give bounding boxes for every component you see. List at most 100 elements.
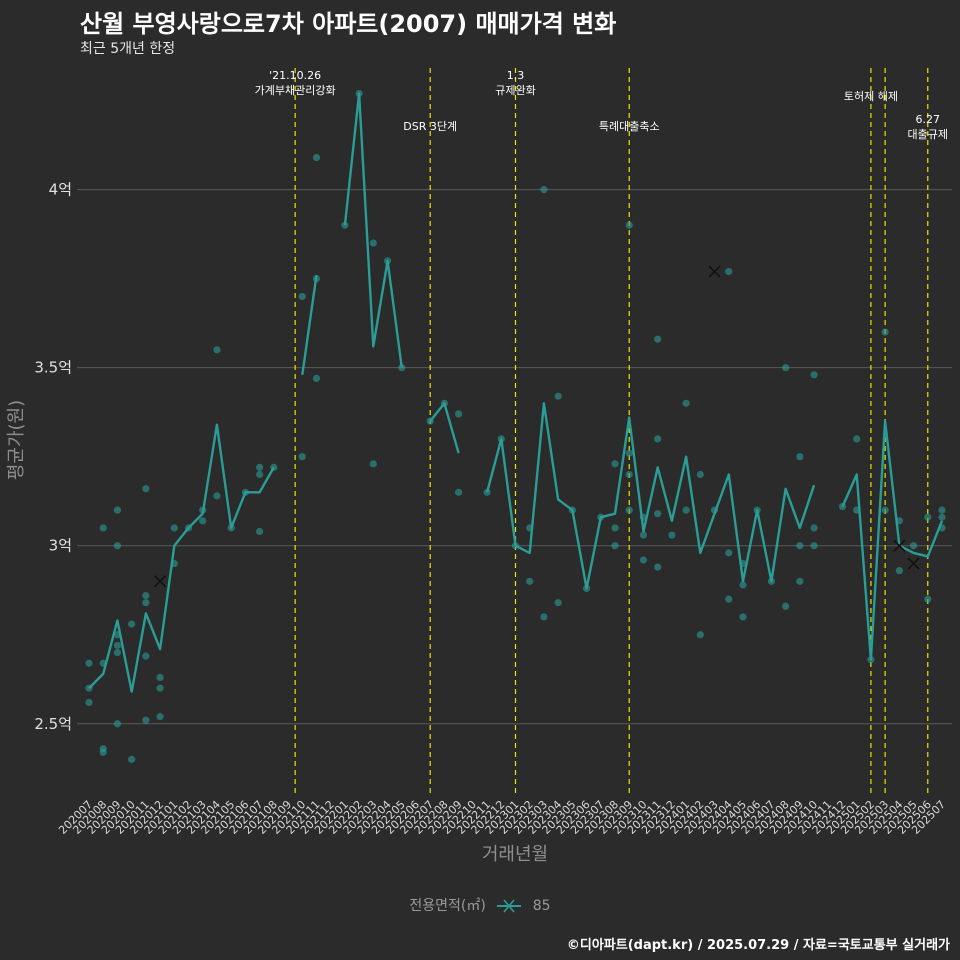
series-line <box>88 92 944 693</box>
data-point <box>639 531 648 539</box>
data-point <box>128 755 136 763</box>
data-point <box>625 470 633 479</box>
data-point <box>810 524 818 532</box>
x-axis-title: 거래년월 <box>482 844 548 865</box>
data-point <box>85 659 93 667</box>
legend-title: 전용면적(㎡) <box>409 898 486 914</box>
data-point <box>99 748 107 756</box>
data-point <box>213 492 221 500</box>
data-point <box>853 435 861 443</box>
data-point <box>881 328 889 336</box>
data-point <box>213 346 221 354</box>
data-point <box>924 513 932 521</box>
grid-lines <box>77 189 952 725</box>
data-point <box>668 531 676 539</box>
y-axis-title: 평균가(원) <box>6 400 27 480</box>
cross-markers <box>154 265 920 588</box>
data-point <box>113 506 122 514</box>
data-point <box>369 460 377 468</box>
series-line-segment <box>841 419 944 661</box>
data-point <box>810 371 818 379</box>
data-point <box>938 506 946 514</box>
y-tick-label: 4억 <box>49 181 72 199</box>
data-point <box>540 613 548 621</box>
data-point <box>113 641 122 650</box>
y-tick-label: 3억 <box>49 537 72 555</box>
chart-subtitle: 최근 5개년 한정 <box>80 41 176 57</box>
data-point <box>682 399 690 407</box>
series-line-segment <box>485 402 816 590</box>
data-point <box>526 577 534 585</box>
data-point <box>128 620 136 628</box>
x-axis-ticks: 2020072020082020092020102020112020122021… <box>56 798 948 837</box>
data-point <box>654 563 662 571</box>
data-point <box>611 542 619 550</box>
data-point <box>312 374 321 382</box>
legend-label: 85 <box>532 898 551 914</box>
source-caption: ©디아파트(dapt.kr) / 2025.07.29 / 자료=국토교통부 실… <box>566 938 950 953</box>
data-point <box>810 542 818 550</box>
data-point <box>682 506 690 514</box>
data-point <box>156 684 164 692</box>
data-point <box>455 488 463 496</box>
data-point <box>156 673 164 682</box>
event-label: 규제완화 <box>495 84 535 97</box>
data-point <box>256 527 264 536</box>
data-point <box>696 470 704 479</box>
data-point <box>113 542 122 550</box>
series-line-segment <box>429 402 460 454</box>
data-point <box>725 549 733 557</box>
data-point <box>796 542 804 550</box>
data-point <box>625 449 633 457</box>
series-line-segment <box>88 423 275 693</box>
data-point <box>696 631 704 639</box>
event-label: 1.3 <box>507 69 525 82</box>
data-point <box>654 335 662 343</box>
cross-marker-stroke <box>893 539 906 552</box>
data-point <box>85 698 93 707</box>
data-point <box>881 506 889 514</box>
data-point <box>142 716 150 724</box>
data-point <box>611 460 619 468</box>
data-point <box>654 510 662 518</box>
data-point <box>796 577 804 585</box>
data-point <box>483 488 491 496</box>
data-point <box>99 524 107 532</box>
data-point <box>639 556 648 564</box>
data-point <box>312 153 321 162</box>
data-point <box>625 506 633 514</box>
chart-title: 산월 부영사랑으로7차 아파트(2007) 매매가격 변화 <box>80 10 617 38</box>
cross-marker-stroke <box>907 557 920 570</box>
event-label: 토허제 해제 <box>844 89 898 103</box>
data-point <box>540 186 548 194</box>
y-tick-label: 2.5억 <box>34 715 72 733</box>
data-point <box>113 648 122 657</box>
event-label: 대출규제 <box>908 128 948 141</box>
data-point <box>924 595 932 603</box>
data-point <box>739 581 747 589</box>
cross-marker <box>907 557 920 570</box>
data-point <box>895 567 903 575</box>
data-point <box>113 720 122 728</box>
legend-key-icon <box>497 899 522 913</box>
cross-marker <box>154 575 167 588</box>
data-point <box>199 517 207 525</box>
data-point <box>611 524 619 532</box>
data-point <box>782 602 790 610</box>
cross-marker <box>893 539 906 552</box>
data-point <box>341 221 349 229</box>
series-line-segment <box>301 274 318 375</box>
cross-marker-stroke <box>154 575 167 588</box>
data-point <box>625 221 633 229</box>
data-point <box>369 239 377 247</box>
y-axis-ticks: 2.5억 3억 3.5억 4억 <box>34 181 72 733</box>
data-point <box>142 485 150 493</box>
cross-marker-stroke <box>708 265 721 278</box>
data-point <box>142 652 150 660</box>
data-point <box>170 524 178 532</box>
event-label: 특례대출축소 <box>599 120 660 133</box>
y-tick-label: 3.5억 <box>34 359 72 377</box>
data-point <box>782 364 790 372</box>
